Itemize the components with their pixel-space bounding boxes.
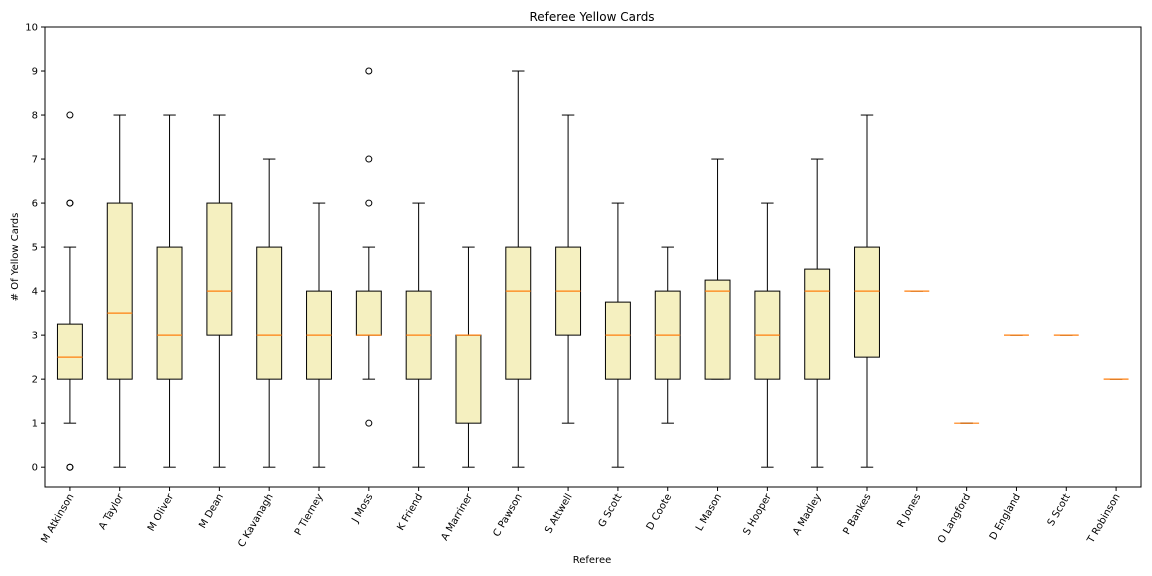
box-group [405,202,432,468]
y-tick-label: 3 [32,331,38,342]
outlier-point [365,199,373,207]
box-group [704,158,731,380]
plot-frame [44,26,1142,488]
y-tick-label: 0 [32,463,38,474]
y-tick-label: 4 [32,287,38,298]
box [505,246,532,380]
x-tick-label: R Jones [895,492,923,529]
x-tick-label: A Madley [791,492,824,537]
x-axis-title: Referee [573,555,612,566]
box [156,246,183,380]
x-tick-label: M Oliver [146,491,177,533]
box [704,279,731,380]
box-group [505,70,532,468]
outlier-point [365,67,373,75]
box-group [654,246,681,424]
y-tick-label: 7 [32,155,38,166]
x-tick-label: M Atkinson [39,492,76,545]
box-group [355,67,382,427]
box-group [106,114,133,468]
y-tick-label: 9 [32,67,38,78]
x-tick-label: O Langford [936,492,973,545]
box-group [754,202,781,468]
box [804,268,831,380]
outlier-point [365,419,373,427]
box [854,246,880,358]
box [604,301,631,380]
box-group [156,114,183,468]
x-tick-label: C Kavanagh [236,492,275,549]
box [355,290,382,336]
x-tick-label: K Friend [395,492,425,533]
x-tick-label: D England [988,492,1023,542]
y-tick-label: 5 [32,243,38,254]
box [455,334,482,424]
x-tick-label: G Scott [597,492,625,529]
box [106,202,133,380]
box-group [256,158,283,468]
box-group [56,111,83,471]
y-axis-title: # Of Yellow Cards [10,213,21,302]
box-group [854,114,880,468]
outlier-point [365,155,373,163]
y-tick-label: 6 [32,199,38,210]
x-tick-label: A Marriner [439,491,475,542]
box-group [306,202,332,468]
outlier-point [66,199,74,207]
x-tick-label: M Dean [197,492,226,531]
box [256,246,283,380]
box [56,323,83,380]
x-tick-label: D Coote [645,492,675,532]
box-group [206,114,233,468]
x-tick-label: T Robinson [1085,492,1123,546]
chart-title: Referee Yellow Cards [529,10,654,24]
x-tick-label: S Scott [1046,492,1073,528]
box-group [604,202,631,468]
x-tick-label: C Pawson [491,492,524,539]
box-group [555,114,582,424]
box-group [804,158,831,468]
box [206,202,233,336]
x-tick-label: S Attwell [543,492,574,536]
x-tick-label: P Bankes [841,492,873,537]
outlier-point [66,111,74,119]
y-tick-label: 2 [32,375,38,386]
x-tick-label: S Hooper [741,491,774,537]
x-tick-label: L Mason [694,492,724,533]
x-tick-label: J Moss [350,492,376,525]
y-tick-label: 8 [32,111,38,122]
x-tick-label: A Taylor [97,491,127,532]
plot-area: 0 1 2 3 4 5 6 7 8 9 10 M Atkinson A Taylor M Oliver M … [25,23,1142,549]
box-group [455,246,482,468]
y-tick-label: 1 [32,419,38,430]
y-tick-label: 10 [25,23,38,34]
x-tick-label: P Tierney [293,492,326,538]
outlier-point [66,463,74,471]
